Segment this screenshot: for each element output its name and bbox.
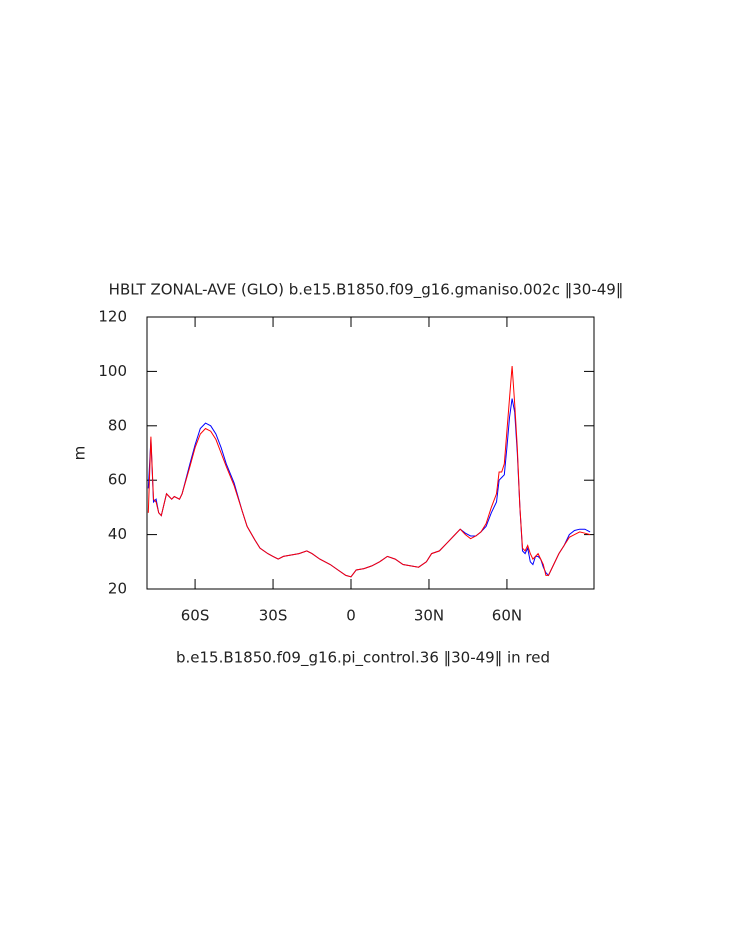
y-axis-label: m bbox=[71, 446, 89, 461]
y-tick-label: 20 bbox=[108, 580, 127, 598]
y-tick-label: 80 bbox=[108, 416, 127, 434]
y-tick-label: 40 bbox=[108, 525, 127, 543]
y-tick-label: 60 bbox=[108, 471, 127, 489]
x-tick-label: 30S bbox=[259, 607, 288, 625]
x-tick-label: 30N bbox=[414, 607, 444, 625]
x-tick-label: 60S bbox=[181, 607, 210, 625]
chart-subtitle: b.e15.B1850.f09_g16.pi_control.36 ‖30-49… bbox=[176, 649, 550, 668]
plot-frame bbox=[146, 316, 595, 590]
y-tick-label: 120 bbox=[98, 308, 127, 326]
chart-title: HBLT ZONAL-AVE (GLO) b.e15.B1850.f09_g16… bbox=[109, 281, 624, 300]
x-tick-label: 0 bbox=[346, 607, 356, 625]
y-tick-label: 100 bbox=[98, 362, 127, 380]
x-tick-label: 60N bbox=[492, 607, 522, 625]
data-line bbox=[147, 365, 591, 578]
